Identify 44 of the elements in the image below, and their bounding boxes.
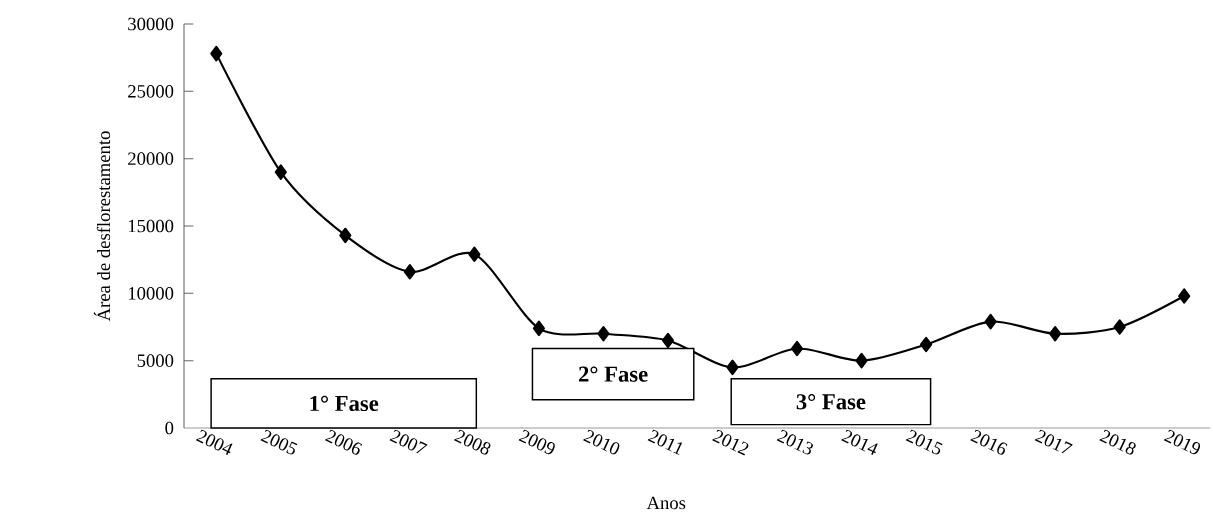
annotation: 1° Fase (310, 395, 379, 412)
point (1113, 319, 1126, 335)
x-tick-label: 2009 (518, 429, 555, 455)
x-tick-label: 2016 (970, 429, 1008, 455)
annotation: 2° Fase (579, 366, 648, 382)
x-tick-label: 2019 (1163, 429, 1201, 455)
y-tick-label: 20000 (128, 152, 174, 165)
x-tick-label: 2014 (841, 429, 878, 455)
x-tick-label: 2012 (712, 429, 749, 456)
x-tick-label: 2005 (260, 429, 298, 455)
y-tick-label: 5000 (137, 354, 174, 367)
x-tick-label: 2015 (905, 429, 943, 455)
x-tick-label: 2013 (776, 429, 813, 455)
x-axis-title: Anos (646, 496, 686, 510)
point (403, 264, 416, 280)
point (339, 227, 352, 244)
x-tick-label: 2018 (1099, 429, 1136, 455)
point (532, 320, 545, 337)
y-axis-title: Área de desflorestamento (93, 131, 111, 322)
point (468, 246, 481, 263)
point (210, 45, 223, 62)
x-tick-label: 2006 (325, 429, 363, 455)
point (984, 313, 997, 330)
y-tick-label: 0 (165, 421, 174, 435)
point (790, 340, 804, 357)
y-tick-label: 30000 (128, 17, 174, 31)
x-tick-label: 2011 (647, 429, 683, 456)
point (1178, 288, 1191, 304)
x-tick-label: 2008 (454, 429, 491, 455)
x-tick-label: 2017 (1034, 429, 1073, 454)
y-tick-label: 25000 (128, 85, 174, 98)
point (274, 164, 287, 180)
point (920, 336, 933, 353)
annotation: 3° Fase (796, 394, 866, 410)
y-tick-label: 10000 (128, 287, 174, 300)
x-tick-label: 2010 (583, 429, 620, 455)
point (661, 332, 675, 349)
point (726, 359, 739, 376)
x-tick-label: 2004 (195, 429, 233, 455)
point (597, 326, 610, 342)
y-tick-label: 15000 (128, 219, 174, 233)
x-tick-label: 2007 (389, 429, 428, 454)
point (1049, 326, 1062, 342)
point (855, 352, 868, 369)
